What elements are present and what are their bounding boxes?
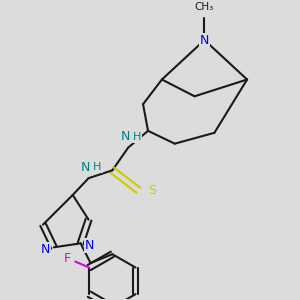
Text: N: N	[81, 161, 90, 174]
Text: CH₃: CH₃	[195, 2, 214, 13]
Text: H: H	[93, 162, 102, 172]
Text: N: N	[85, 239, 94, 252]
Text: S: S	[148, 184, 156, 196]
Text: F: F	[64, 252, 71, 265]
Text: N: N	[200, 34, 209, 46]
Text: N: N	[40, 243, 50, 256]
Text: H: H	[133, 132, 141, 142]
Text: N: N	[121, 130, 130, 143]
